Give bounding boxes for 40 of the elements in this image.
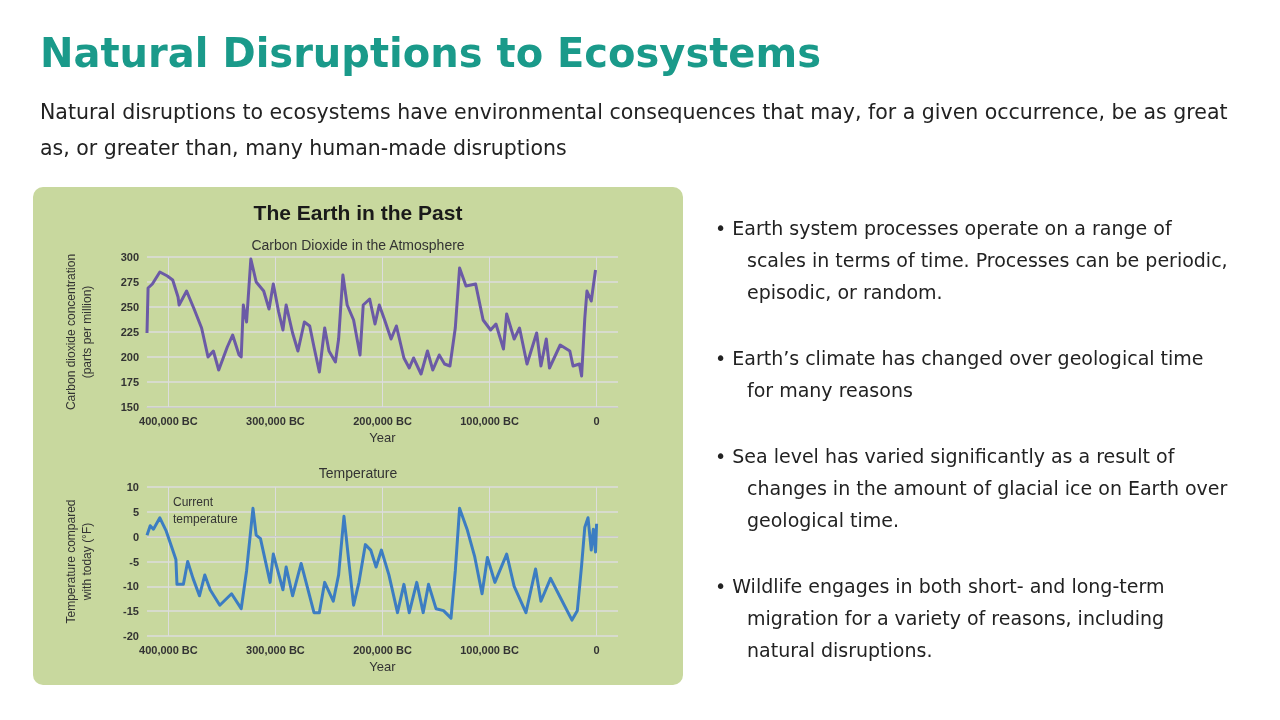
y-tick-label: -20 [123, 630, 139, 642]
x-tick-label: 0 [593, 414, 600, 427]
y-tick-label: 275 [120, 276, 139, 288]
y-tick-label: -5 [129, 555, 139, 568]
y-tick-label: 10 [126, 481, 139, 493]
y-tick-label: 200 [120, 351, 139, 363]
text: Natural disruptions to ecosystems have environmental consequences that may, for a given occurrence, be as great as, or greater than, many human-made disruptions [40, 99, 1229, 162]
chart-title: The Earth in the Past [253, 201, 463, 224]
y-tick-label: 175 [120, 376, 139, 388]
y-tick-label: 250 [120, 301, 139, 313]
y-tick-label: 5 [132, 505, 139, 518]
x-tick-label: 400,000 BC [139, 643, 198, 656]
x-tick-label: 100,000 BC [460, 643, 519, 656]
line-series [145, 506, 599, 622]
y-tick-label: 300 [120, 251, 139, 263]
y-tick-label: 225 [120, 326, 139, 338]
x-tick-label: 300,000 BC [246, 643, 305, 656]
text: • Sea level has varied significantly as a result of changes in the amount of glacial ice on Earth over geological time. [715, 444, 1229, 533]
y-tick-label: -10 [123, 580, 139, 593]
x-axis-title: Year [369, 429, 397, 445]
chart-title: Temperature [318, 465, 398, 481]
x-tick-label: 400,000 BC [139, 414, 198, 427]
y-tick-label: 0 [132, 530, 139, 543]
text: • Earth system processes operate on a range of scales in terms of time. Processes can be periodic, episodic, or random. [715, 216, 1229, 305]
x-tick-label: 100,000 BC [460, 414, 519, 427]
y-tick-label: -15 [123, 605, 139, 618]
text: Natural Disruptions to Ecosystems [40, 30, 821, 76]
line-series [145, 257, 598, 378]
chart-subtitle: Carbon Dioxide in the Atmosphere [251, 237, 465, 253]
y-tick-label: 150 [120, 401, 139, 413]
y-axis-title: Temperature compared with today (°F) [64, 499, 94, 624]
y-axis-title: Carbon dioxide concentration (parts per million) [64, 253, 94, 411]
x-tick-label: 200,000 BC [353, 414, 412, 427]
x-tick-label: 0 [593, 643, 600, 656]
x-tick-label: 300,000 BC [246, 414, 305, 427]
x-axis-title: Year [369, 658, 397, 674]
annotation: Current temperature [173, 494, 239, 526]
x-tick-label: 200,000 BC [353, 643, 412, 656]
text: • Wildlife engages in both short- and long-term migration for a variety of reasons, including natural disruptions. [715, 574, 1166, 663]
text: • Earth’s climate has changed over geological time for many reasons [715, 346, 1205, 403]
